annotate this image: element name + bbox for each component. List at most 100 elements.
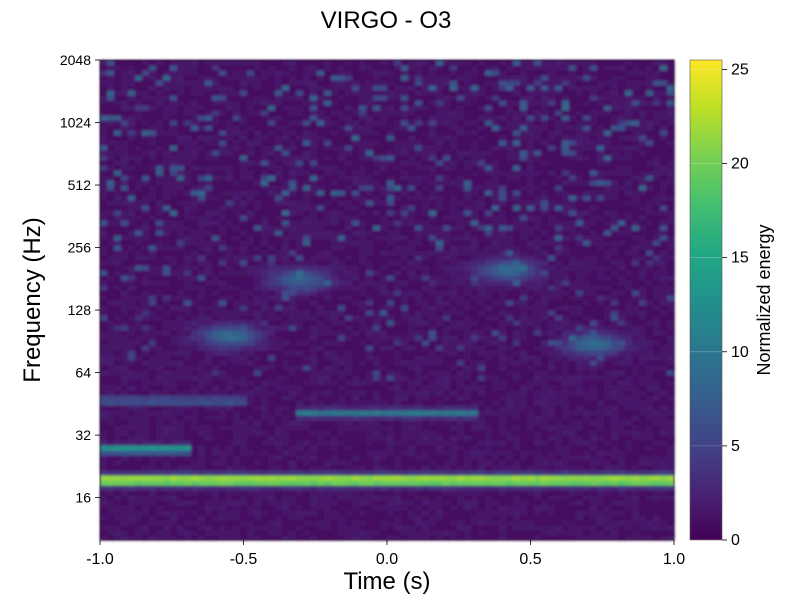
heatmap-cell	[380, 350, 388, 356]
heatmap-cell	[233, 310, 241, 316]
heatmap-cell	[401, 475, 409, 481]
heatmap-cell	[548, 235, 556, 241]
heatmap-cell	[436, 465, 444, 471]
heatmap-cell	[352, 345, 360, 351]
heatmap-cell	[429, 235, 437, 241]
heatmap-cell	[639, 480, 647, 486]
heatmap-cell	[212, 235, 220, 241]
heatmap-cell	[639, 270, 647, 276]
heatmap-cell	[310, 520, 318, 526]
heatmap-cell	[436, 445, 444, 451]
heatmap-cell	[660, 465, 668, 471]
heatmap-cell	[604, 340, 612, 346]
heatmap-cell	[618, 410, 626, 416]
heatmap-cell	[156, 470, 164, 476]
heatmap-cell	[394, 375, 402, 381]
heatmap-cell	[639, 320, 647, 326]
heatmap-cell	[408, 420, 416, 426]
heatmap-cell	[464, 405, 472, 411]
heatmap-cell	[170, 475, 178, 481]
heatmap-cell	[646, 265, 654, 271]
heatmap-cell	[149, 505, 157, 511]
heatmap-cell	[184, 295, 192, 301]
heatmap-cell	[569, 465, 577, 471]
heatmap-cell	[233, 485, 241, 491]
heatmap-cell	[478, 495, 486, 501]
heatmap-cell	[639, 345, 647, 351]
heatmap-cell	[646, 520, 654, 526]
heatmap-cell	[387, 390, 395, 396]
heatmap-cell	[317, 305, 325, 311]
heatmap-cell	[555, 355, 563, 361]
heatmap-cell	[366, 535, 374, 541]
heatmap-cell	[415, 370, 423, 376]
heatmap-cell	[373, 300, 381, 306]
heatmap-cell	[275, 385, 283, 391]
heatmap-cell	[345, 335, 353, 341]
heatmap-cell	[366, 400, 374, 406]
heatmap-cell	[289, 395, 297, 401]
heatmap-cell	[261, 290, 269, 296]
heatmap-cell	[611, 360, 619, 366]
heatmap-cell	[632, 395, 640, 401]
heatmap-cell	[485, 245, 493, 251]
heatmap-cell	[611, 315, 619, 321]
heatmap-cell	[219, 375, 227, 381]
heatmap-cell	[275, 245, 283, 251]
heatmap-cell	[282, 470, 290, 476]
heatmap-cell	[233, 380, 241, 386]
heatmap-cell	[324, 250, 332, 256]
heatmap-cell	[324, 340, 332, 346]
heatmap-cell	[394, 300, 402, 306]
heatmap-cell	[114, 500, 122, 506]
heatmap-cell	[121, 300, 129, 306]
heatmap-cell	[331, 460, 339, 466]
heatmap-cell	[135, 490, 143, 496]
heatmap-cell	[611, 485, 619, 491]
heatmap-cell	[268, 235, 276, 241]
heatmap-cell	[352, 435, 360, 441]
heatmap-cell	[478, 310, 486, 316]
heatmap-cell	[471, 500, 479, 506]
heatmap-cell	[303, 450, 311, 456]
heatmap-cell	[646, 310, 654, 316]
heatmap-cell	[527, 365, 535, 371]
heatmap-cell	[513, 360, 521, 366]
heatmap-cell	[485, 370, 493, 376]
heatmap-cell	[352, 250, 360, 256]
heatmap-cell	[219, 425, 227, 431]
heatmap-cell	[506, 385, 514, 391]
heatmap-cell	[478, 240, 486, 246]
heatmap-cell	[485, 340, 493, 346]
heatmap-cell	[359, 535, 367, 541]
heatmap-cell	[422, 305, 430, 311]
heatmap-cell	[513, 510, 521, 516]
heatmap-cell	[569, 425, 577, 431]
heatmap-cell	[212, 505, 220, 511]
heatmap-cell	[310, 395, 318, 401]
heatmap-cell	[436, 530, 444, 536]
heatmap-cell	[429, 460, 437, 466]
heatmap-cell	[576, 355, 584, 361]
heatmap-cell	[555, 535, 563, 541]
heatmap-cell	[149, 260, 157, 266]
heatmap-cell	[534, 305, 542, 311]
heatmap-cell	[541, 485, 549, 491]
heatmap-cell	[184, 355, 192, 361]
heatmap-cell	[380, 245, 388, 251]
heatmap-cell	[597, 375, 605, 381]
heatmap-cell	[142, 530, 150, 536]
heatmap-cell	[506, 270, 514, 276]
heatmap-cell	[380, 255, 388, 261]
heatmap-cell	[541, 455, 549, 461]
heatmap-cell	[177, 370, 185, 376]
heatmap-cell	[261, 270, 269, 276]
heatmap-cell	[296, 250, 304, 256]
heatmap-cell	[639, 520, 647, 526]
heatmap-cell	[338, 395, 346, 401]
heatmap-cell	[597, 305, 605, 311]
heatmap-cell	[527, 470, 535, 476]
heatmap-cell	[142, 385, 150, 391]
heatmap-cell	[338, 345, 346, 351]
heatmap-cell	[163, 270, 171, 276]
